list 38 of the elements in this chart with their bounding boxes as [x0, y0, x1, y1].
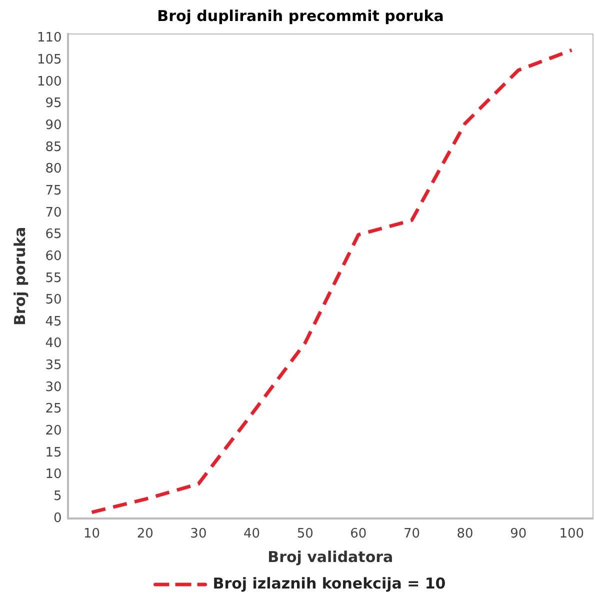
- x-tick-label: 30: [190, 526, 207, 542]
- y-tick-label: 25: [45, 402, 62, 417]
- y-tick-label: 35: [45, 358, 62, 374]
- legend-label: Broj izlaznih konekcija = 10: [212, 574, 446, 592]
- x-tick-label: 100: [559, 526, 584, 542]
- y-tick-label: 90: [45, 118, 62, 134]
- y-tick-label: 40: [45, 336, 62, 352]
- y-tick-label: 105: [36, 52, 62, 68]
- x-tick-label: 80: [456, 526, 474, 542]
- y-tick-label: 95: [45, 96, 62, 112]
- y-tick-label: 65: [45, 227, 62, 242]
- y-tick-label: 75: [45, 183, 62, 198]
- x-tick-label: 60: [350, 526, 367, 542]
- y-tick-label: 70: [45, 205, 62, 220]
- y-tick-label: 110: [36, 30, 62, 46]
- y-tick-label: 5: [54, 488, 62, 504]
- x-tick-label: 20: [136, 526, 154, 542]
- chart-title: Broj dupliranih precommit poruka: [157, 6, 444, 25]
- y-tick-label: 0: [54, 510, 62, 526]
- y-tick-label: 85: [45, 140, 62, 155]
- y-tick-label: 10: [45, 467, 62, 482]
- y-axis-title: Broj poruka: [10, 226, 29, 326]
- y-tick-label: 30: [45, 380, 62, 395]
- y-tick-label: 20: [45, 423, 62, 438]
- y-tick-label: 80: [45, 162, 62, 177]
- y-tick-label: 55: [45, 270, 62, 286]
- x-axis-title: Broj validatora: [268, 548, 394, 566]
- x-tick-label: 90: [510, 526, 527, 542]
- y-tick-label: 45: [45, 314, 62, 330]
- x-tick-label: 50: [296, 526, 314, 542]
- line-series: [90, 48, 574, 514]
- x-tick-label: 10: [84, 526, 100, 542]
- y-tick-label: 100: [36, 74, 62, 90]
- y-tick-label: 60: [45, 248, 62, 264]
- x-tick-label: 40: [243, 526, 260, 542]
- y-tick-label: 50: [45, 292, 62, 308]
- x-tick-label: 70: [403, 526, 420, 542]
- y-tick-label: 15: [45, 445, 62, 460]
